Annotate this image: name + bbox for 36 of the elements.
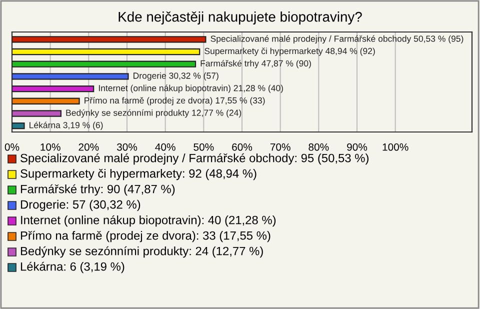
category-label: Farmářské trhy 47,87 % (90) (200, 60, 311, 68)
x-tick-label: 70% (270, 143, 290, 151)
text: Lékárna: 6 (3,19 %) (20, 262, 124, 274)
x-tick-label: 80% (308, 143, 329, 151)
text: Internet (online nákup biopotravin): 40 (21,28 %) (21, 215, 276, 227)
category-label: Bedýnky se sezónními produkty 12,77 % (24) (66, 109, 242, 118)
bar (12, 110, 62, 117)
category-label: Lékárna 3,19 % (6) (30, 122, 103, 130)
category-label: Specializované malé prodejny / Farmářské obchody 50,53 % (95) (210, 35, 464, 44)
x-tick-label: 100% (382, 143, 408, 151)
bar (12, 60, 196, 68)
x-tick-label: 10% (40, 143, 60, 151)
bar (12, 48, 200, 56)
text: Specializované malé prodejny / Farmářské obchody: 95 (50,53 %) (20, 153, 368, 165)
bar (12, 122, 25, 130)
x-tick-label: 60% (232, 143, 252, 151)
x-tick-label: 40% (155, 143, 176, 151)
bar (12, 98, 80, 104)
chart-title: Kde nejčastěji nakupujete biopotraviny? (118, 12, 362, 24)
category-label: Internet (online nákup biopotravin) 21,28 % (40) (98, 84, 283, 93)
bar (12, 36, 206, 43)
x-tick-label: 90% (347, 143, 368, 151)
text: Drogerie: 57 (30,32 %) (20, 200, 140, 212)
category-label: Přímo na farmě (prodej ze dvora) 17,55 % (33) (84, 97, 265, 106)
category-label: Drogerie 30,32 % (57) (134, 72, 218, 81)
text: Přímo na farmě (prodej ze dvora): 33 (17,55 %) (20, 230, 270, 242)
bar (12, 73, 129, 80)
x-tick-label: 0% (4, 143, 20, 151)
text: Bedýnky se sezónními produkty: 24 (12,77 %) (20, 246, 263, 258)
text: Farmářské trhy: 90 (47,87 %) (20, 184, 175, 196)
x-tick-label: 50% (194, 143, 214, 151)
category-label: Supermarkety či hypermarkety 48,94 % (92) (204, 48, 375, 56)
x-tick-label: 20% (78, 143, 99, 151)
bar (12, 85, 94, 92)
text: Supermarkety či hypermarkety: 92 (48,94 %) (20, 168, 256, 180)
x-tick-label: 30% (116, 143, 138, 151)
